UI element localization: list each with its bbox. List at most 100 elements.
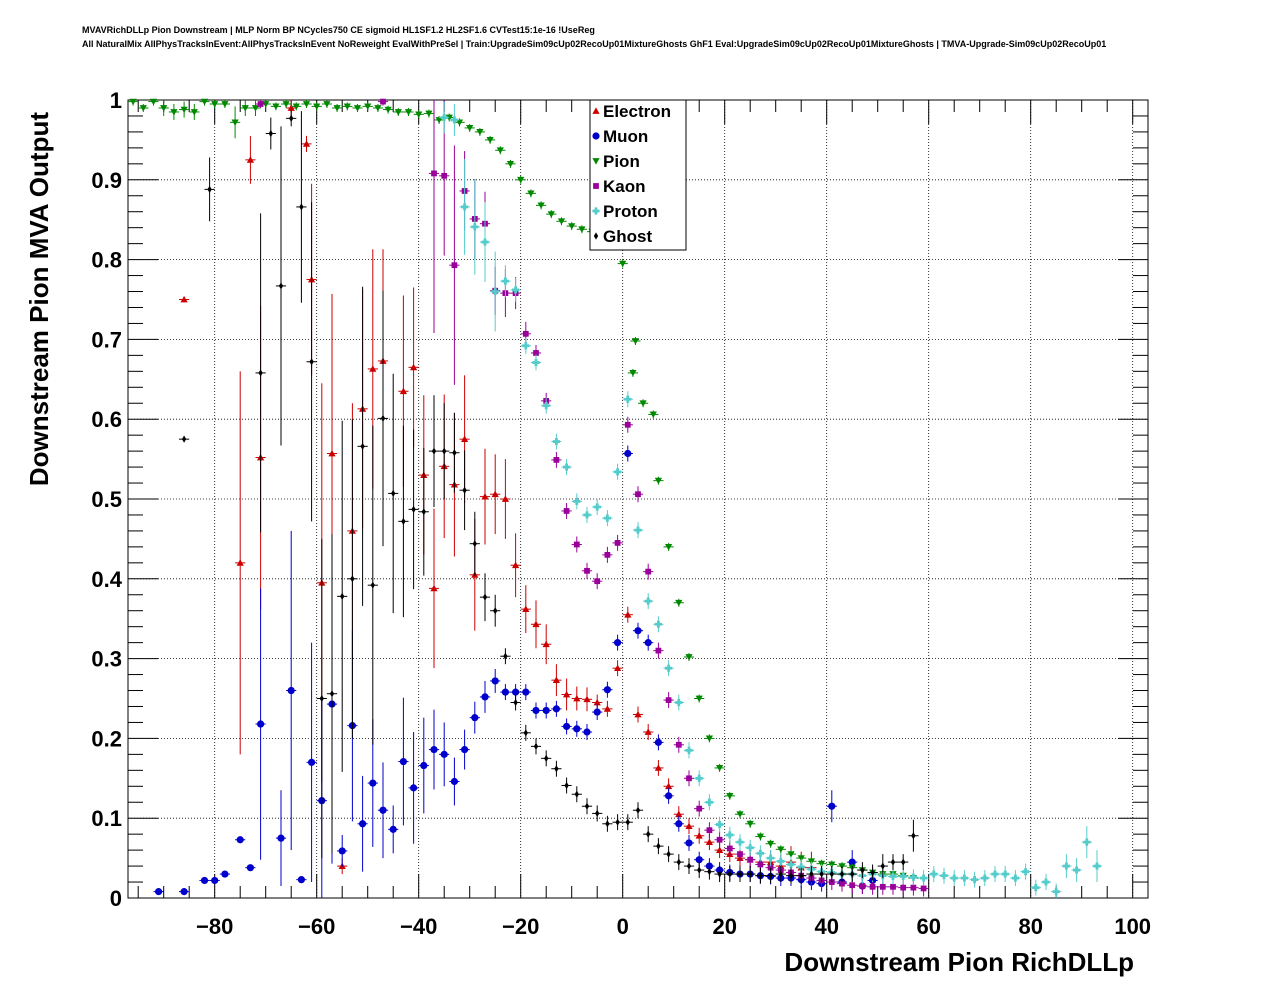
- data-point: [634, 526, 642, 534]
- legend-label: Ghost: [603, 227, 652, 246]
- data-point: [282, 101, 290, 108]
- data-point: [578, 226, 586, 233]
- data-point: [491, 490, 499, 498]
- data-point: [532, 358, 540, 367]
- data-point: [410, 784, 418, 792]
- y-tick-label: 0.2: [91, 726, 122, 751]
- series-ghost: [179, 110, 919, 884]
- data-point: [675, 810, 683, 818]
- data-point: [481, 693, 489, 701]
- data-point: [246, 864, 254, 872]
- data-point: [272, 103, 280, 110]
- data-point: [646, 830, 651, 838]
- data-point: [1001, 870, 1009, 878]
- data-point: [757, 861, 764, 868]
- x-tick-label: 20: [712, 914, 736, 939]
- data-point: [430, 745, 438, 754]
- data-point: [329, 690, 335, 698]
- data-point: [343, 103, 351, 110]
- x-axis-label: Downstream Pion RichDLLp: [784, 947, 1134, 977]
- data-point: [211, 876, 219, 885]
- data-point: [425, 110, 433, 118]
- data-point: [799, 872, 804, 880]
- y-tick-label: 0.5: [91, 487, 122, 512]
- data-point: [584, 567, 590, 574]
- data-point: [777, 846, 785, 853]
- data-point: [297, 876, 305, 884]
- legend-marker: [592, 107, 600, 114]
- header-title-line-1: MVAVRichDLLp Pion Downstream | MLP Norm …: [82, 25, 595, 35]
- data-point: [716, 846, 724, 853]
- data-point: [338, 847, 346, 855]
- data-point: [809, 870, 814, 878]
- data-point: [890, 883, 896, 890]
- data-point: [542, 706, 550, 715]
- data-point: [869, 883, 876, 890]
- data-point: [971, 876, 979, 884]
- data-point: [323, 101, 331, 108]
- data-point: [401, 517, 406, 525]
- data-point: [564, 781, 569, 790]
- data-point: [839, 870, 845, 878]
- data-point: [441, 172, 448, 179]
- data-point: [726, 845, 733, 852]
- data-point: [880, 862, 885, 870]
- data-point: [1042, 878, 1050, 886]
- data-point: [654, 764, 662, 771]
- data-point: [639, 400, 647, 407]
- data-point: [384, 106, 392, 114]
- data-point: [542, 640, 550, 648]
- data-point: [319, 694, 324, 703]
- data-point: [930, 870, 938, 878]
- data-point: [614, 664, 622, 672]
- data-point: [181, 435, 187, 443]
- data-point: [251, 105, 260, 112]
- series-pion: [128, 98, 919, 883]
- data-point: [991, 870, 999, 878]
- data-point: [292, 103, 300, 110]
- data-point: [614, 639, 622, 647]
- data-point: [411, 505, 416, 513]
- data-point: [461, 435, 469, 443]
- data-point: [513, 698, 518, 707]
- data-point: [258, 369, 263, 377]
- data-point: [211, 101, 219, 108]
- data-point: [920, 874, 928, 882]
- data-point: [649, 411, 657, 419]
- data-point: [471, 714, 479, 722]
- data-point: [758, 872, 763, 880]
- data-point: [491, 287, 499, 296]
- data-point: [476, 129, 484, 136]
- data-point: [950, 874, 958, 882]
- data-point: [313, 103, 321, 110]
- data-point: [695, 695, 703, 703]
- data-point: [675, 698, 683, 707]
- data-point: [573, 725, 581, 733]
- data-point: [450, 777, 458, 786]
- data-point: [910, 884, 917, 891]
- data-point: [481, 493, 489, 500]
- x-tick-label: −80: [196, 914, 233, 939]
- x-tick-label: 60: [916, 914, 940, 939]
- data-point: [421, 508, 426, 516]
- data-point: [302, 101, 311, 108]
- data-point: [909, 873, 917, 881]
- data-point: [920, 885, 927, 892]
- data-point: [654, 477, 662, 485]
- data-point: [603, 705, 611, 712]
- data-point: [631, 338, 640, 345]
- data-point: [333, 105, 341, 112]
- data-point: [695, 774, 703, 782]
- data-point: [634, 710, 642, 718]
- y-tick-label: 0.3: [91, 647, 122, 672]
- data-point: [676, 858, 681, 866]
- data-point: [635, 806, 641, 814]
- data-point: [399, 387, 407, 395]
- legend: Electron Muon Pion Kaon Proton Ghost: [589, 99, 687, 251]
- data-point: [512, 561, 520, 569]
- data-point: [563, 463, 571, 471]
- data-point: [1022, 868, 1030, 876]
- y-tick-label: 0.4: [91, 567, 122, 592]
- data-point: [170, 109, 178, 116]
- data-point: [289, 114, 294, 122]
